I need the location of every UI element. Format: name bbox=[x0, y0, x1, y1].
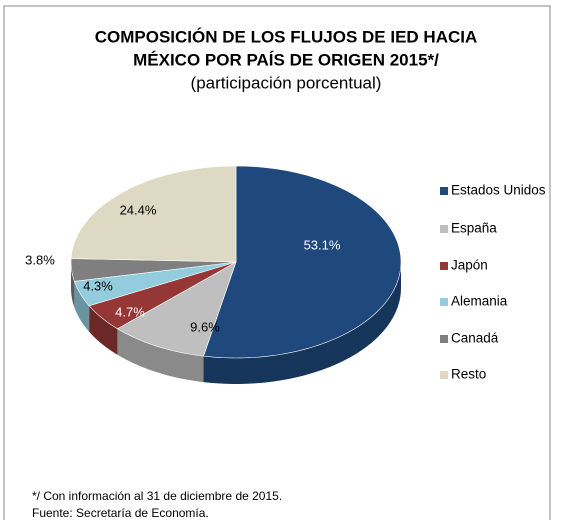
data-label: 4.7% bbox=[115, 304, 145, 319]
pie-slice bbox=[203, 165, 402, 359]
pie-slice bbox=[88, 261, 237, 330]
legend-swatch bbox=[440, 225, 448, 233]
data-label: 4.3% bbox=[83, 278, 113, 293]
chart-subtitle: (participación porcentual) bbox=[191, 73, 382, 92]
pie-slice bbox=[70, 165, 237, 263]
slice-side bbox=[71, 262, 75, 308]
data-label: 3.8% bbox=[25, 252, 55, 267]
source-note: Fuente: Secretaría de Economía. bbox=[32, 506, 209, 520]
legend-label: Estados Unidos bbox=[451, 183, 546, 198]
legend-swatch bbox=[440, 262, 448, 270]
data-label: 24.4% bbox=[120, 202, 157, 217]
slice-side bbox=[203, 262, 401, 384]
legend-swatch bbox=[440, 335, 448, 343]
footnote: */ Con información al 31 de diciembre de… bbox=[32, 489, 282, 503]
chart-title: MÉXICO POR PAÍS DE ORIGEN 2015*/ bbox=[133, 50, 439, 69]
legend-label: Alemania bbox=[451, 294, 508, 309]
legend-swatch bbox=[440, 371, 448, 379]
chart-title: COMPOSICIÓN DE LOS FLUJOS DE IED HACIA bbox=[95, 27, 478, 46]
pie-slice bbox=[116, 261, 237, 357]
pie-slice bbox=[73, 261, 237, 307]
legend-label: Resto bbox=[451, 367, 486, 382]
pie-slice bbox=[70, 258, 237, 282]
slice-side bbox=[74, 281, 90, 332]
data-label: 9.6% bbox=[190, 319, 220, 334]
slice-side bbox=[117, 328, 204, 383]
data-label: 53.1% bbox=[304, 237, 341, 252]
legend-swatch bbox=[440, 187, 448, 195]
legend-label: Canadá bbox=[451, 331, 499, 346]
legend-label: España bbox=[451, 221, 497, 236]
slice-side bbox=[89, 305, 118, 355]
legend-label: Japón bbox=[451, 258, 488, 273]
legend-swatch bbox=[440, 298, 448, 306]
